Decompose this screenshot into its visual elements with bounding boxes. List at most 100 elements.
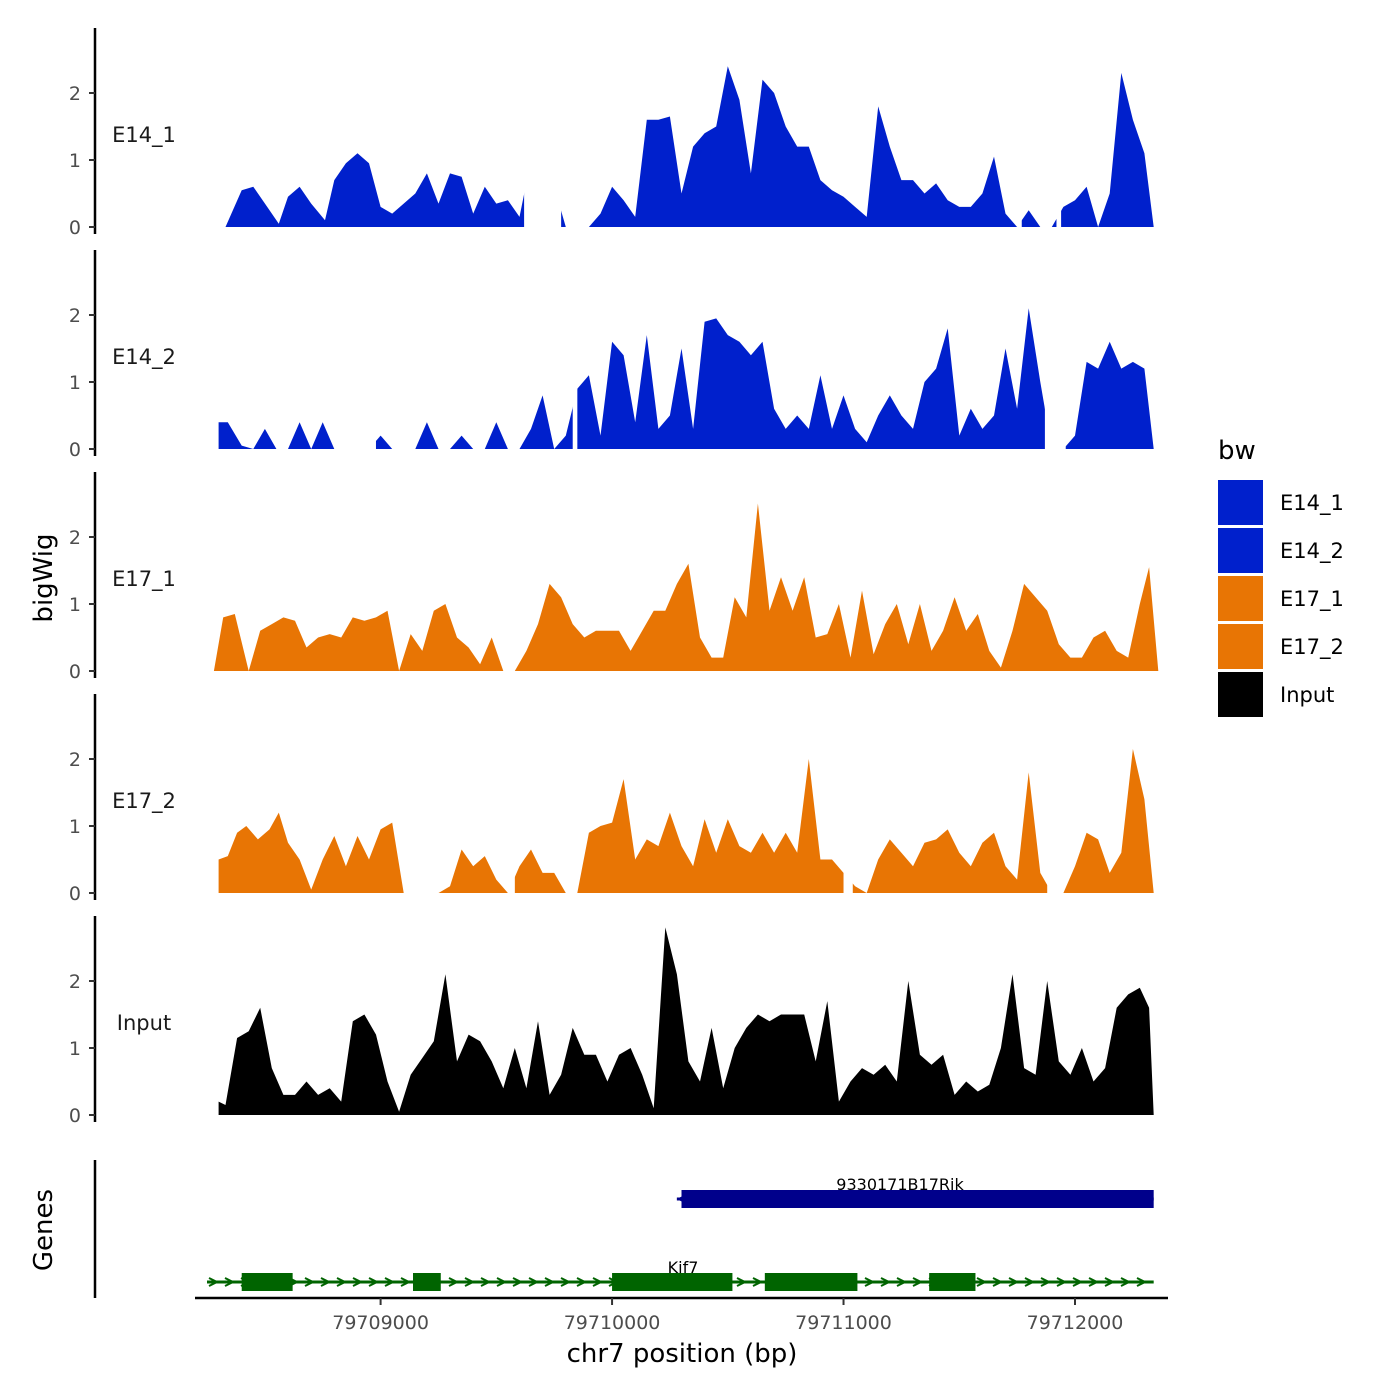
strand-chevron: [480, 1277, 492, 1287]
coverage-gap: [572, 250, 578, 456]
strand-chevron: [864, 1277, 876, 1287]
strand-chevron: [576, 1277, 588, 1287]
strand-chevron: [1104, 1277, 1116, 1287]
strand-chevron: [448, 1277, 460, 1287]
x-axis: 79709000 79710000 79711000 79712000: [195, 1296, 1168, 1334]
tracks-layer: 0 1 2 E14_1 0 1 2 E14_2 0 1 2 E17_1 0 1 2 E17_2 0 1 2 Input: [69, 28, 1159, 1127]
gene-exon: [413, 1273, 441, 1291]
legend-label: Input: [1280, 683, 1334, 707]
y-tick-label: 0: [69, 661, 81, 683]
strand-chevron: [224, 1277, 236, 1287]
strand-chevron: [1136, 1277, 1148, 1287]
strand-chevron: [528, 1277, 540, 1287]
coverage-gap: [524, 28, 562, 234]
strand-chevron: [1088, 1277, 1100, 1287]
y-tick-label: 2: [69, 305, 81, 327]
strand-chevron: [336, 1277, 348, 1287]
x-tick-label: 79711000: [795, 1312, 892, 1334]
y-tick-label: 2: [69, 749, 81, 771]
track-label: E17_2: [112, 789, 176, 814]
y-tick-label: 0: [69, 883, 81, 905]
strand-chevron: [976, 1277, 988, 1287]
genes-axis-title: Genes: [29, 1189, 59, 1271]
coverage-gap: [507, 694, 515, 900]
legend-swatch: [1218, 576, 1263, 621]
track-label: Input: [117, 1011, 171, 1035]
coverage-gap: [406, 694, 425, 900]
legend-swatch: [1218, 672, 1263, 717]
track-label: E14_1: [112, 123, 176, 148]
x-tick-label: 79712000: [1027, 1312, 1124, 1334]
gene-exon: [681, 1190, 1154, 1208]
legend-title: bw: [1218, 436, 1256, 466]
legend-label: E17_1: [1280, 587, 1344, 612]
y-tick-label: 2: [69, 527, 81, 549]
strand-chevron: [560, 1277, 572, 1287]
track-area: [218, 927, 1154, 1115]
track-area: [218, 749, 1154, 893]
y-tick-label: 0: [69, 217, 81, 239]
strand-chevron: [400, 1277, 412, 1287]
coverage-gap: [352, 250, 376, 456]
y-tick-label: 2: [69, 971, 81, 993]
y-tick-label: 0: [69, 439, 81, 461]
coverage-gap: [1047, 694, 1057, 900]
x-axis-title: chr7 position (bp): [567, 1339, 798, 1369]
y-tick-label: 1: [69, 816, 81, 838]
y-tick-label: 1: [69, 372, 81, 394]
track-area: [213, 503, 1159, 671]
legend-swatch: [1218, 528, 1263, 573]
track-E14_1: 0 1 2 E14_1: [69, 28, 1154, 239]
gene-label: 9330171B17Rik: [836, 1175, 964, 1194]
x-tick-label: 79709000: [332, 1312, 429, 1334]
legend: bw E14_1 E14_2 E17_1 E17_2 Input: [1218, 436, 1344, 717]
legend-label: E14_2: [1280, 539, 1344, 564]
track-label: E17_1: [112, 567, 176, 592]
strand-chevron: [320, 1277, 332, 1287]
coverage-gap: [1056, 28, 1062, 234]
strand-chevron: [1024, 1277, 1036, 1287]
strand-chevron: [464, 1277, 476, 1287]
strand-chevron: [304, 1277, 316, 1287]
strand-chevron: [992, 1277, 1004, 1287]
y-tick-label: 1: [69, 150, 81, 172]
strand-chevron: [368, 1277, 380, 1287]
strand-chevron: [512, 1277, 524, 1287]
strand-chevron: [208, 1277, 220, 1287]
track-E14_2: 0 1 2 E14_2: [69, 250, 1154, 461]
gene-9330171B17Rik: 9330171B17Rik: [676, 1175, 1154, 1208]
strand-chevron: [896, 1277, 908, 1287]
legend-label: E14_1: [1280, 491, 1344, 516]
legend-label: E17_2: [1280, 635, 1344, 660]
strand-chevron: [1072, 1277, 1084, 1287]
legend-swatch: [1218, 480, 1263, 525]
y-tick-label: 1: [69, 1038, 81, 1060]
strand-chevron: [736, 1277, 748, 1287]
strand-chevron: [880, 1277, 892, 1287]
strand-chevron: [912, 1277, 924, 1287]
strand-chevron: [1008, 1277, 1020, 1287]
gene-exon: [929, 1273, 976, 1291]
track-E17_2: 0 1 2 E17_2: [69, 694, 1154, 905]
strand-chevron: [496, 1277, 508, 1287]
y-tick-label: 0: [69, 1105, 81, 1127]
gene-exon: [241, 1273, 293, 1291]
strand-chevron: [1120, 1277, 1132, 1287]
gene-label: Kif7: [668, 1258, 699, 1277]
track-Input: 0 1 2 Input: [69, 916, 1154, 1127]
y-tick-label: 1: [69, 594, 81, 616]
track-E17_1: 0 1 2 E17_1: [69, 472, 1159, 683]
gene-exon: [764, 1273, 858, 1291]
strand-chevron: [384, 1277, 396, 1287]
coverage-gap: [843, 694, 853, 900]
legend-swatch: [1218, 624, 1263, 669]
strand-chevron: [752, 1277, 764, 1287]
gene-exon: [612, 1273, 733, 1291]
track-area: [225, 66, 1154, 227]
genes-layer: 9330171B17Rik Kif7: [93, 1160, 1154, 1298]
gene-Kif7: Kif7: [207, 1258, 1154, 1291]
x-tick-label: 79710000: [564, 1312, 661, 1334]
coverage-gap: [1017, 28, 1022, 234]
y-axis-title: bigWig: [29, 533, 59, 622]
